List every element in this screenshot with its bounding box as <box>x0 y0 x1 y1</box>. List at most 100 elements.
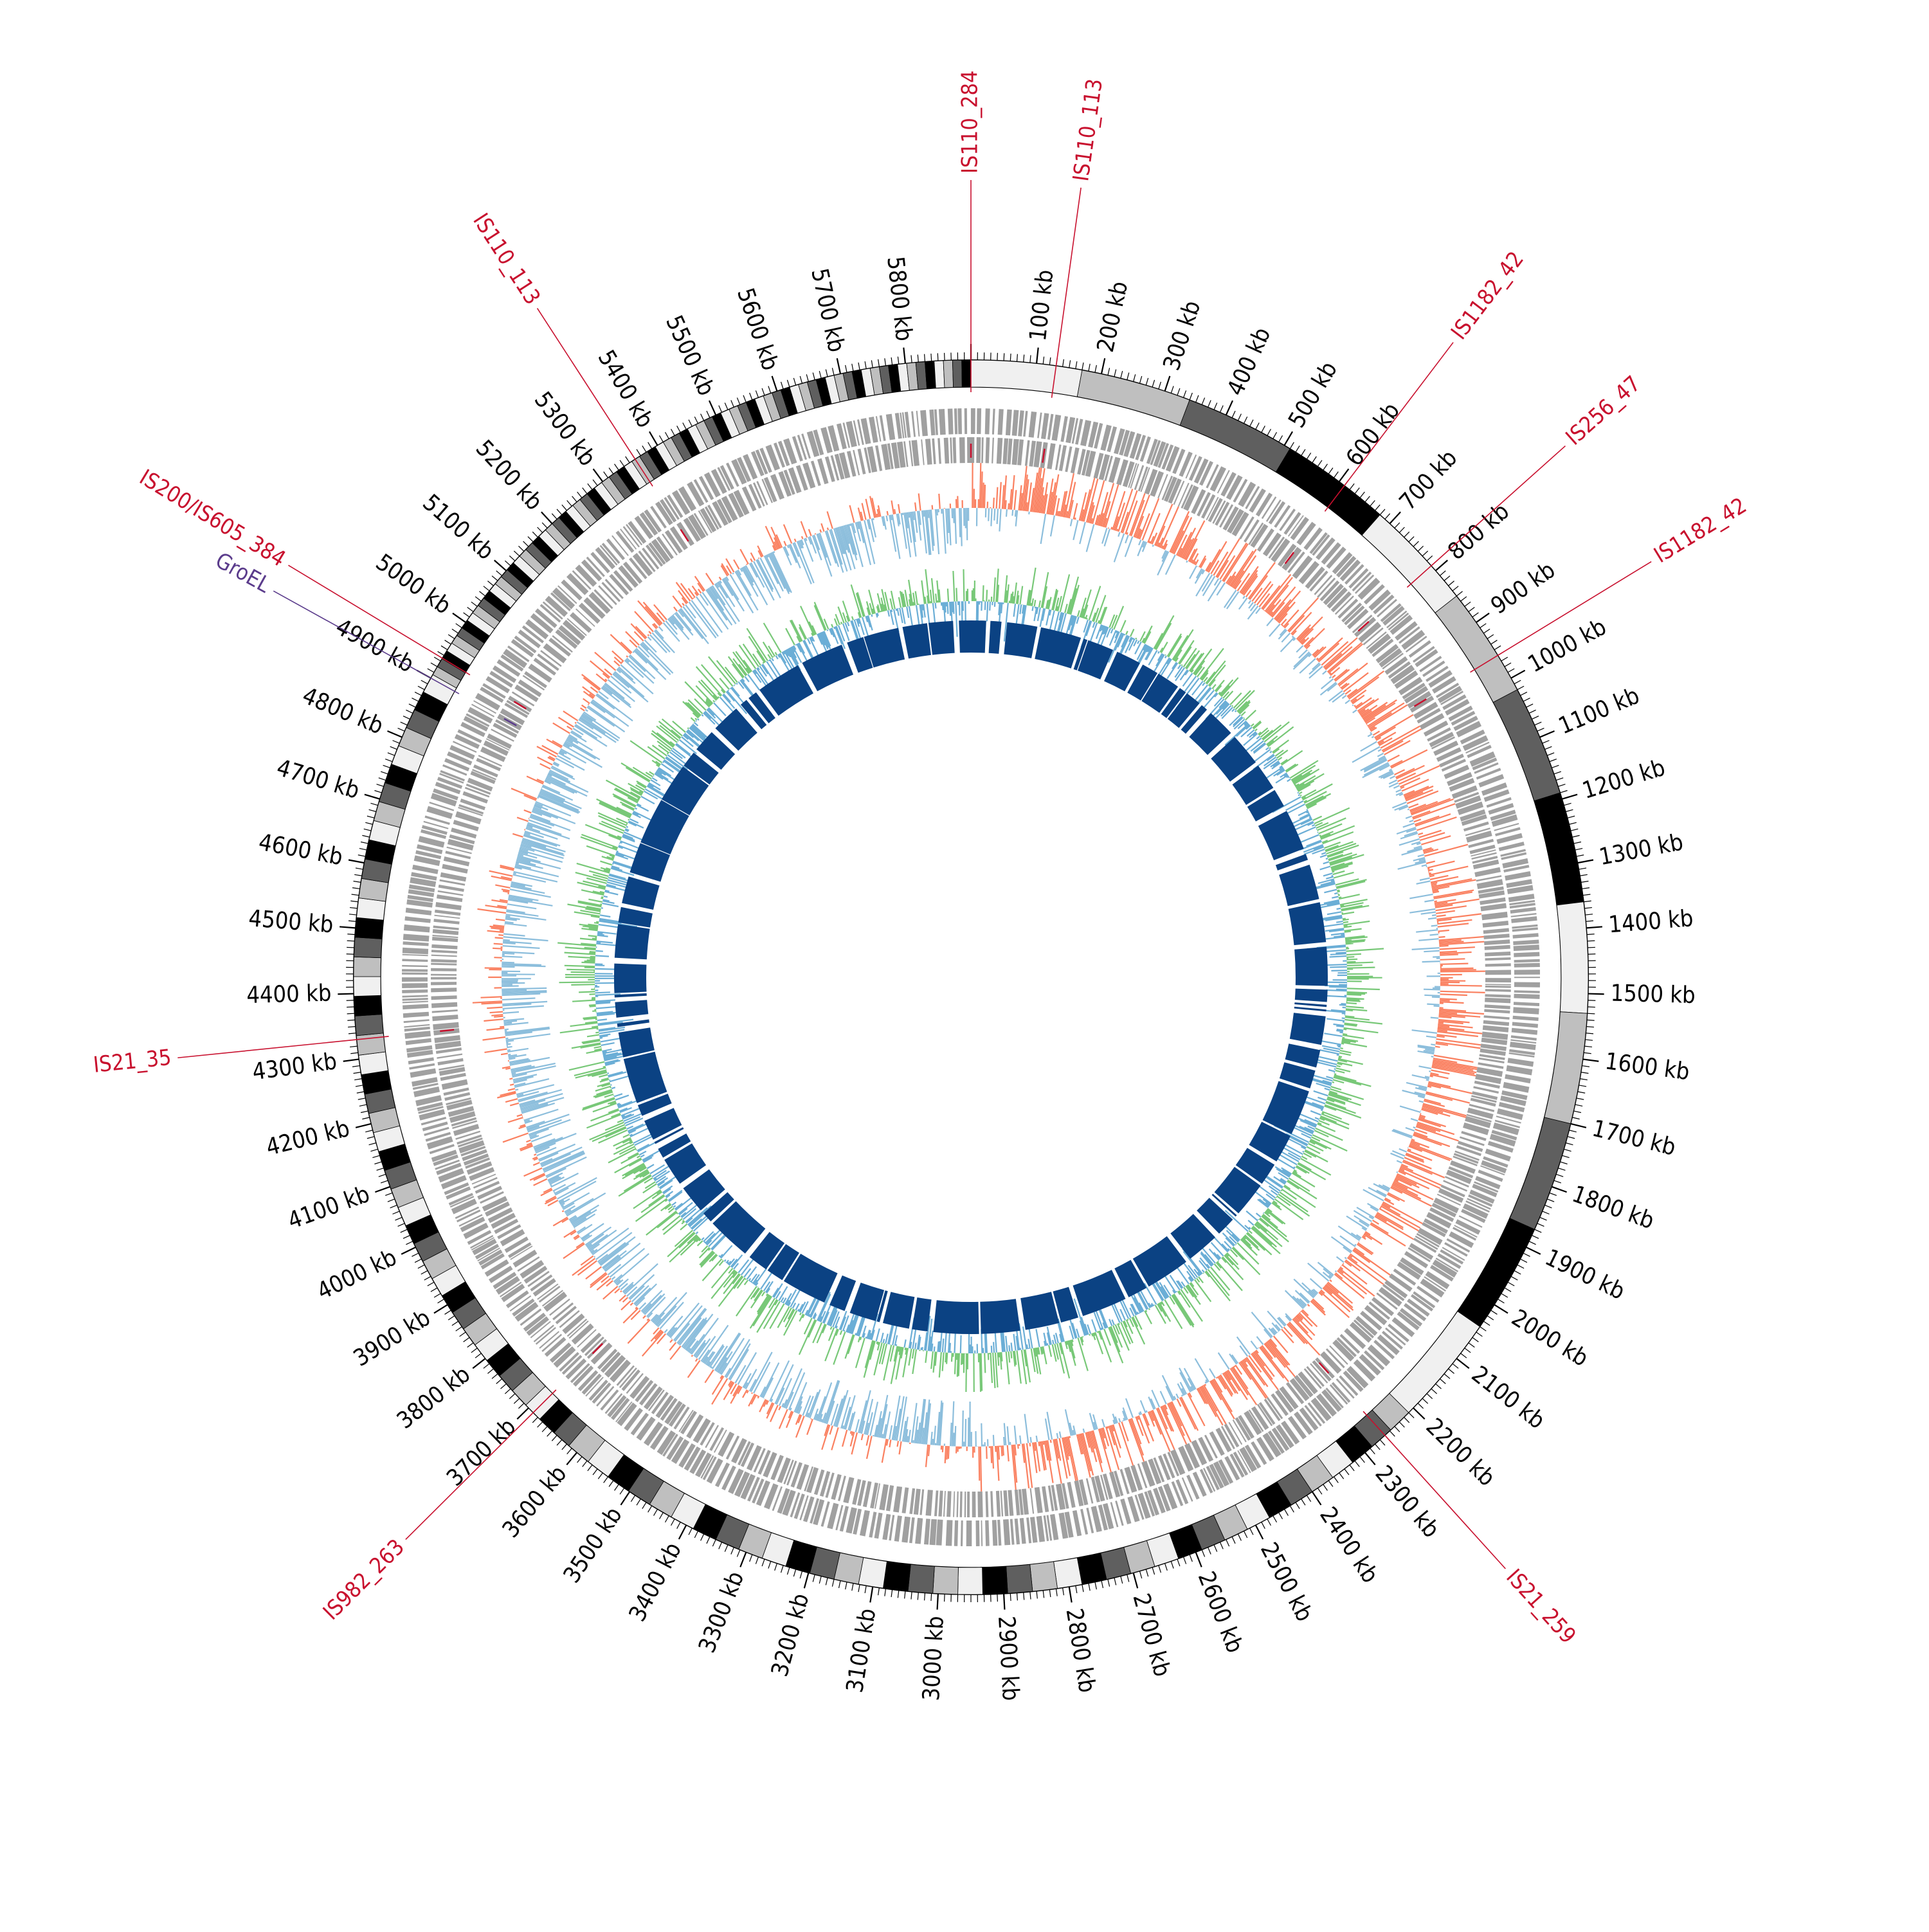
gene-reverse <box>960 1492 963 1517</box>
minor-tick <box>1273 1515 1277 1522</box>
minor-tick <box>1375 1444 1380 1450</box>
minor-tick <box>1334 472 1338 478</box>
minor-tick <box>1529 1241 1536 1245</box>
position-label: 2900 kb <box>993 1615 1024 1701</box>
major-tick <box>903 348 905 364</box>
position-label: 2400 kb <box>1314 1503 1383 1588</box>
inner-block <box>971 620 986 653</box>
minor-tick <box>359 1105 367 1106</box>
minor-tick <box>806 374 808 382</box>
minor-tick <box>538 527 543 533</box>
minor-tick <box>731 400 734 407</box>
position-label: 1400 kb <box>1608 905 1694 938</box>
minor-tick <box>381 772 388 774</box>
gene-forward <box>1503 1082 1529 1093</box>
gene-forward <box>936 1519 943 1545</box>
minor-tick <box>1334 1477 1338 1483</box>
minor-tick <box>1556 778 1563 781</box>
major-tick <box>1539 731 1554 737</box>
gene-forward <box>1514 959 1540 962</box>
minor-tick <box>712 1539 716 1546</box>
minor-tick <box>1532 716 1539 719</box>
minor-tick <box>406 710 413 713</box>
position-label: 3100 kb <box>842 1607 881 1695</box>
position-label: 500 kb <box>1283 357 1343 433</box>
minor-tick <box>1490 1310 1497 1314</box>
minor-tick <box>659 435 663 442</box>
position-label: 4000 kb <box>313 1244 401 1305</box>
position-label: 3900 kb <box>349 1305 435 1372</box>
minor-tick <box>1108 1579 1110 1587</box>
gene-reverse <box>437 894 462 902</box>
minor-tick <box>542 523 547 528</box>
gene-forward <box>954 1521 958 1546</box>
minor-tick <box>1520 1259 1527 1262</box>
minor-tick <box>1146 378 1148 386</box>
inner-block <box>1285 1043 1321 1067</box>
major-tick <box>473 1359 485 1368</box>
position-label: 2500 kb <box>1255 1539 1318 1626</box>
minor-tick <box>388 1199 395 1202</box>
minor-tick <box>1581 1072 1589 1074</box>
minor-tick <box>1380 509 1385 515</box>
gene-forward <box>929 410 935 435</box>
minor-tick <box>471 602 478 606</box>
gene-forward <box>402 983 428 988</box>
gene-reverse <box>1485 963 1511 966</box>
gene-forward <box>1015 1519 1020 1544</box>
gene-reverse <box>435 910 460 916</box>
gene-forward <box>1514 970 1540 975</box>
minor-tick <box>1566 1143 1573 1145</box>
minor-tick <box>492 1374 498 1379</box>
gene-forward <box>977 408 981 434</box>
minor-tick <box>1576 855 1584 856</box>
minor-tick <box>487 581 493 586</box>
gene-forward <box>946 1520 953 1546</box>
minor-tick <box>1030 1592 1031 1600</box>
minor-tick <box>1582 888 1589 889</box>
minor-tick <box>467 1342 474 1347</box>
minor-tick <box>865 1585 866 1593</box>
position-label: 4500 kb <box>248 905 334 938</box>
minor-tick <box>832 1579 834 1587</box>
position-label: 2600 kb <box>1193 1568 1248 1657</box>
minor-tick <box>1514 1270 1521 1274</box>
gene-forward <box>948 409 954 435</box>
minor-tick <box>891 357 892 365</box>
minor-tick <box>1030 355 1031 363</box>
inner-block <box>928 621 955 655</box>
minor-tick <box>1537 1223 1544 1227</box>
minor-tick <box>1121 371 1123 379</box>
minor-tick <box>1573 1111 1581 1113</box>
minor-tick <box>1323 1484 1328 1490</box>
minor-tick <box>505 561 511 566</box>
minor-tick <box>441 646 448 649</box>
minor-tick <box>471 1348 478 1353</box>
gene-reverse <box>1485 986 1511 988</box>
gene-reverse <box>1065 446 1072 472</box>
minor-tick <box>448 635 455 639</box>
minor-tick <box>347 947 354 948</box>
gene-reverse <box>1483 934 1509 939</box>
karyotype-band <box>962 360 971 387</box>
gene-forward <box>1508 1058 1534 1067</box>
minor-tick <box>719 406 722 413</box>
minor-tick <box>379 778 386 781</box>
karyotype-band <box>943 360 954 388</box>
position-label: 1600 kb <box>1604 1048 1691 1085</box>
major-tick <box>1037 348 1038 364</box>
gene-forward <box>1052 415 1062 441</box>
gene-forward <box>403 995 428 998</box>
minor-tick <box>406 1241 413 1245</box>
minor-tick <box>642 1503 646 1509</box>
minor-tick <box>1134 374 1136 382</box>
minor-tick <box>1267 1519 1271 1526</box>
minor-tick <box>1505 1288 1511 1292</box>
minor-tick <box>1089 1583 1090 1591</box>
gene-forward <box>406 1038 431 1045</box>
karyotype-band <box>983 1566 1008 1594</box>
gene-reverse <box>932 438 936 464</box>
gene-reverse <box>431 963 457 966</box>
gene-forward <box>1073 1510 1082 1537</box>
gene-reverse <box>433 929 458 935</box>
